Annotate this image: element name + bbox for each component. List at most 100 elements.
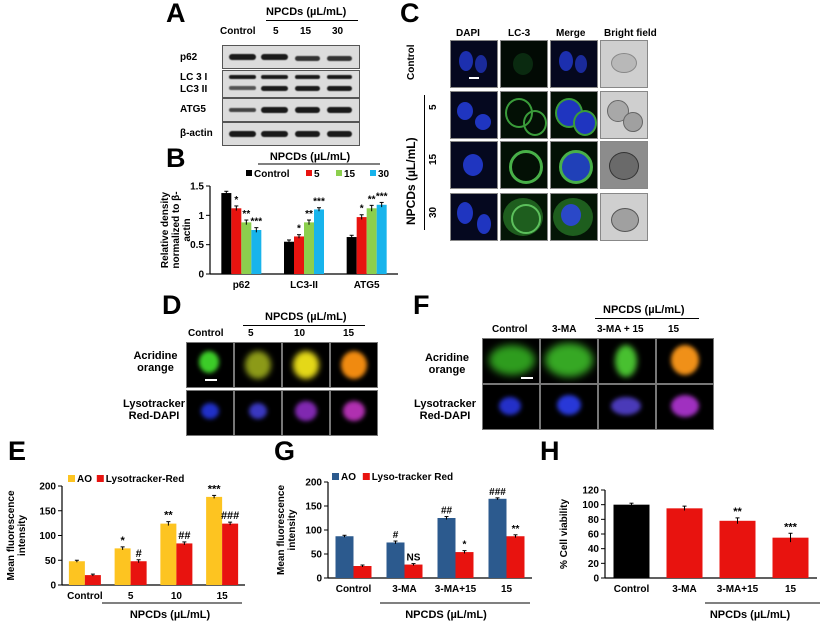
b-sig-label: **	[305, 209, 313, 220]
lane-label-control: Control	[220, 26, 256, 37]
g-sig-label: *	[463, 540, 467, 551]
panel-label-a: A	[166, 0, 186, 28]
h-ytick-label: 120	[582, 486, 599, 497]
chart-e: 0 50 100 150 200 Mean fluorescence intensity Co…	[6, 474, 245, 621]
e-xtick-label: 5	[128, 591, 134, 602]
g-bar	[353, 566, 372, 578]
blot-p62	[222, 45, 360, 69]
g-xlabel: NPCDS (µL/mL)	[405, 609, 487, 621]
panel-c-col-merge: Merge	[556, 28, 586, 39]
e-bar	[176, 543, 193, 585]
b-ylabel: normalized to β-	[171, 191, 182, 268]
e-ytick-label: 200	[39, 482, 56, 493]
e-bar	[114, 548, 131, 585]
panel-label-d: D	[162, 290, 182, 320]
b-ylabel: actin	[182, 218, 193, 241]
g-sig-label: **	[512, 524, 520, 535]
b-ytick-label: 0	[198, 270, 204, 281]
blot-atg5	[222, 98, 360, 122]
panel-f-col-3ma: 3-MA	[552, 324, 577, 335]
b-title: NPCDs (µL/mL)	[270, 151, 351, 163]
b-bar	[304, 222, 314, 274]
g-ylabel: Mean fluorescence	[276, 485, 287, 575]
g-ytick-label: 0	[316, 574, 322, 585]
chart-b: 0 0.5 1 1.5 Relative density normalized to β-…	[160, 151, 398, 291]
lane-label-5: 5	[273, 26, 279, 37]
panel-f-col-3ma15: 3-MA + 15	[597, 324, 644, 335]
g-bar	[386, 542, 405, 578]
d-lyso-10	[282, 390, 330, 436]
b-ytick-label: 1.5	[190, 182, 204, 193]
e-sig-label: ***	[208, 483, 222, 495]
panel-label-e: E	[8, 436, 27, 466]
b-bar	[241, 222, 252, 274]
g-bar	[335, 536, 354, 578]
b-bar	[294, 236, 304, 274]
blot-beta-actin	[222, 122, 360, 146]
panel-c-col-dapi: DAPI	[456, 28, 480, 39]
b-bar	[314, 209, 324, 274]
d-lyso-control	[186, 390, 234, 436]
h-ytick-label: 100	[582, 500, 599, 511]
panel-d-col-15: 15	[343, 328, 355, 339]
b-sig-label: **	[242, 209, 250, 220]
panel-label-c: C	[400, 0, 420, 28]
panel-a-header: NPCDs (µL/mL)	[266, 6, 347, 18]
c-tile-control-lc3	[500, 40, 548, 88]
e-xtick-label: 10	[171, 591, 183, 602]
panel-d-col-control: Control	[188, 328, 224, 339]
panel-d-header-line	[243, 325, 365, 326]
panel-c-control-label: Control	[406, 44, 417, 80]
h-bar	[613, 504, 650, 578]
h-ytick-label: 40	[588, 544, 600, 555]
panel-label-h: H	[540, 436, 560, 466]
panel-f-col-15: 15	[668, 324, 680, 335]
g-legend-swatch	[362, 473, 370, 480]
e-sig-label: *	[120, 535, 125, 547]
b-bar	[346, 237, 357, 274]
h-xtick-label: Control	[614, 584, 650, 595]
d-ao-15	[330, 342, 378, 388]
b-bar	[366, 208, 377, 274]
b-bar	[356, 217, 367, 274]
b-ylabel: Relative density	[160, 191, 171, 268]
c-tile-control-dapi	[450, 40, 498, 88]
g-sig-label: ###	[489, 487, 506, 498]
g-ytick-label: 150	[305, 502, 322, 513]
e-legend-swatch	[68, 475, 75, 482]
e-sig-label: ###	[221, 510, 239, 522]
e-bar	[206, 496, 223, 585]
panel-d-header: NPCDS (µL/mL)	[265, 311, 347, 323]
e-ytick-label: 100	[39, 531, 56, 542]
e-bar	[160, 523, 177, 585]
panel-f-row-lyso: Lysotracker Red-DAPI	[414, 398, 476, 422]
panel-f-col-control: Control	[492, 324, 528, 335]
c-tile-5-bf	[600, 91, 648, 139]
c-tile-30-merge	[550, 193, 598, 241]
b-legend-swatch	[370, 170, 376, 176]
panel-c-col-lc3: LC-3	[508, 28, 531, 39]
g-sig-label: #	[393, 530, 399, 541]
g-bar	[437, 518, 456, 578]
h-ytick-label: 20	[588, 559, 600, 570]
g-xtick-label: Control	[336, 584, 372, 595]
blot-lc3	[222, 70, 360, 98]
b-legend-swatch	[306, 170, 312, 176]
g-ytick-label: 100	[305, 526, 322, 537]
blot-label-p62: p62	[180, 52, 198, 63]
g-xtick-label: 3-MA+15	[435, 584, 477, 595]
b-legend-label: 30	[378, 169, 390, 180]
h-bar	[666, 508, 703, 578]
d-ao-5	[234, 342, 282, 388]
panel-f-header: NPCDS (µL/mL)	[603, 304, 685, 316]
chart-g: 0 50 100 150 200 Mean fluorescence intensity Co…	[276, 472, 532, 621]
b-sig-label: ***	[313, 197, 325, 208]
b-ytick-label: 1	[198, 211, 204, 222]
e-legend-label: AO	[77, 474, 92, 485]
c-tile-control-bf	[600, 40, 648, 88]
e-ylabel: Mean fluorescence	[6, 490, 17, 580]
h-xtick-label: 3-MA+15	[717, 584, 759, 595]
b-legend-label: 5	[314, 169, 320, 180]
b-sig-label: ***	[376, 191, 388, 202]
b-bar	[284, 241, 294, 274]
